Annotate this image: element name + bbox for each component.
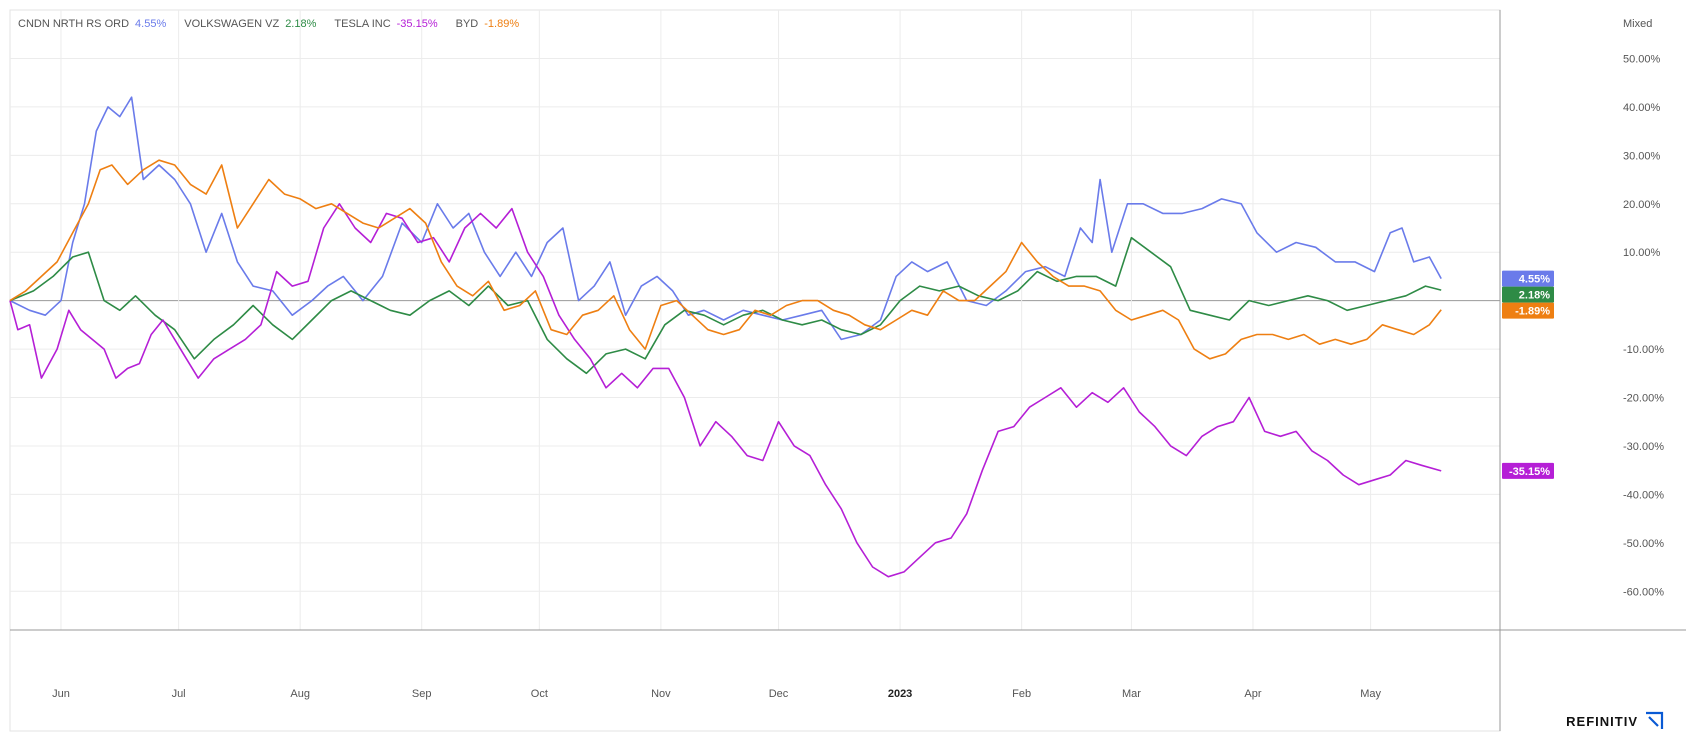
legend-item-cndn[interactable]: CNDN NRTH RS ORD 4.55%: [18, 18, 166, 30]
legend-item-volkswagen[interactable]: VOLKSWAGEN VZ 2.18%: [184, 18, 316, 30]
y-tick-label: -10.00%: [1623, 344, 1664, 356]
legend-value: 2.18%: [285, 18, 317, 30]
legend-item-tesla[interactable]: TESLA INC -35.15%: [334, 18, 437, 30]
x-tick-label: Jun: [52, 688, 70, 700]
legend-name: BYD: [455, 18, 479, 30]
brand-name: REFINITIV: [1566, 713, 1638, 729]
last-value-text: -1.89%: [1515, 306, 1550, 318]
x-tick-label: Oct: [531, 688, 548, 700]
x-tick-label: Apr: [1244, 688, 1261, 700]
y-tick-label: -20.00%: [1623, 393, 1664, 405]
legend: CNDN NRTH RS ORD 4.55% VOLKSWAGEN VZ 2.1…: [18, 18, 519, 30]
series-line-0: [9, 96, 1442, 341]
legend-name: VOLKSWAGEN VZ: [184, 18, 280, 30]
x-tick-label: 2023: [888, 688, 912, 700]
x-tick-label: Feb: [1012, 688, 1031, 700]
y-tick-label: -50.00%: [1623, 538, 1664, 550]
last-value-text: -35.15%: [1509, 466, 1550, 478]
last-value-badge: [1502, 270, 1554, 287]
last-value-badge: [1502, 302, 1554, 319]
x-tick-label: Dec: [769, 688, 789, 700]
x-tick-label: Mar: [1122, 688, 1141, 700]
legend-name: CNDN NRTH RS ORD: [18, 18, 130, 30]
series-line-1: [9, 236, 1442, 375]
legend-value: -1.89%: [484, 18, 520, 30]
refinitiv-logo: REFINITIV: [1566, 711, 1664, 731]
axes: 50.00% 40.00% 30.00% 20.00% 10.00% -10.00% -20…: [10, 10, 1686, 731]
x-tick-label: Nov: [651, 688, 671, 700]
y-tick-label: -40.00%: [1623, 489, 1664, 501]
last-value-badge: [1502, 286, 1554, 303]
legend-name: TESLA INC: [334, 18, 391, 30]
last-value-labels: 4.55% 2.18% -1.89% -35.15%: [1502, 270, 1554, 479]
legend-value: -35.15%: [396, 18, 438, 30]
legend-item-byd[interactable]: BYD -1.89%: [456, 18, 519, 30]
x-tick-label: Sep: [412, 688, 432, 700]
series-lines: [9, 96, 1442, 578]
series-line-2: [9, 203, 1442, 578]
x-tick-label: May: [1360, 688, 1381, 700]
x-tick-label: Jul: [172, 688, 186, 700]
axis-mode-label: Mixed: [1623, 18, 1652, 30]
y-tick-label: 20.00%: [1623, 199, 1661, 211]
y-tick-label: 50.00%: [1623, 53, 1661, 65]
series-line-3: [9, 159, 1442, 360]
last-value-text: 2.18%: [1519, 290, 1550, 302]
x-tick-label: Aug: [290, 688, 310, 700]
y-tick-label: 30.00%: [1623, 150, 1661, 162]
refinitiv-mark-icon: [1646, 711, 1664, 729]
last-value-badge: [1502, 462, 1554, 479]
y-tick-label: -60.00%: [1623, 586, 1664, 598]
y-tick-label: 10.00%: [1623, 247, 1661, 259]
y-tick-label: -30.00%: [1623, 441, 1664, 453]
legend-value: 4.55%: [135, 18, 167, 30]
y-tick-label: 40.00%: [1623, 102, 1661, 114]
last-value-text: 4.55%: [1519, 274, 1550, 286]
